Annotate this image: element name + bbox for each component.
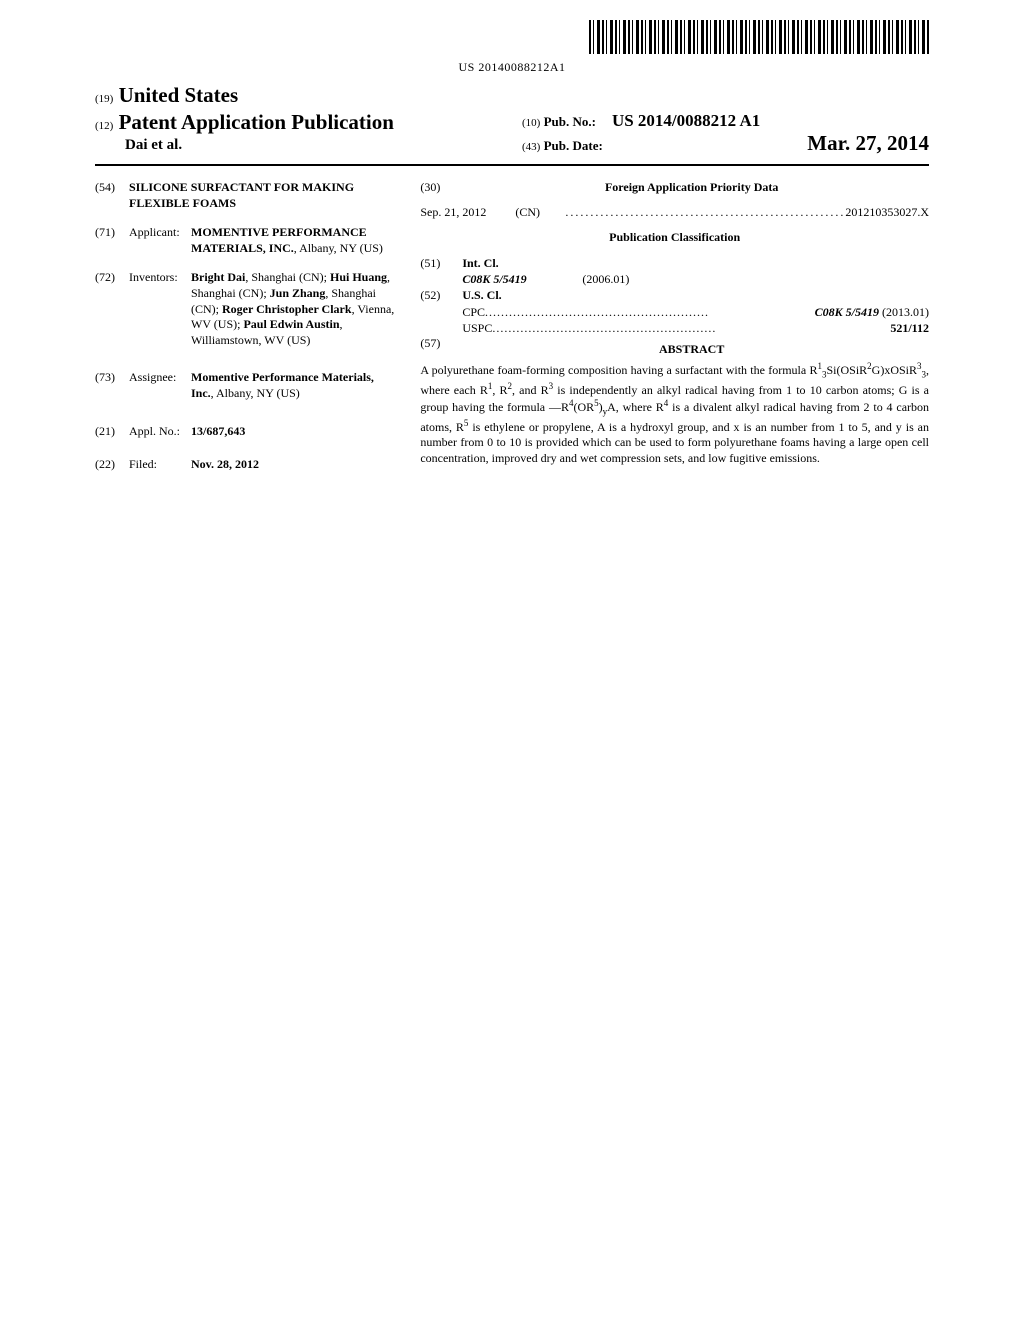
inventors-content: Bright Dai, Shanghai (CN); Hui Huang, Sh… [191,270,396,348]
cpc-label: CPC [462,304,485,320]
cpc-value: C08K 5/5419 [815,304,879,320]
uscl-label: U.S. Cl. [462,287,929,303]
pub-num-line: (10) Pub. No.: US 2014/0088212 A1 [522,111,929,131]
inid-title: (54) [95,180,129,211]
applicant-label: Applicant: [129,225,191,256]
assignee-loc: , Albany, NY (US) [211,386,300,400]
fp-dots: ........................................… [565,205,845,220]
uspc-dots: ........................................… [492,320,890,336]
author-line: Dai et al. [95,137,502,154]
inid-country: (19) [95,93,113,105]
body: (54) SILICONE SURFACTANT FOR MAKING FLEX… [95,180,929,487]
filed-value: Nov. 28, 2012 [191,457,396,473]
inid-pubtype: (12) [95,120,113,132]
inid-applicant: (71) [95,225,129,256]
pubno-value: US 2014/0088212 A1 [612,111,760,131]
header: (19) United States (12) Patent Applicati… [95,83,929,166]
applicant-row: (71) Applicant: MOMENTIVE PERFORMANCE MA… [95,225,396,256]
classification-header: Publication Classification [420,230,929,245]
inid-inventors: (72) [95,270,129,348]
pub-type: Patent Application Publication [119,110,394,134]
assignee-label: Assignee: [129,370,191,401]
foreign-priority-row: Sep. 21, 2012 (CN) .....................… [420,205,929,220]
assignee-row: (73) Assignee: Momentive Performance Mat… [95,370,396,401]
title-text: SILICONE SURFACTANT FOR MAKING FLEXIBLE … [129,180,396,211]
cpc-dots: ........................................… [485,304,815,320]
applicant-content: MOMENTIVE PERFORMANCE MATERIALS, INC., A… [191,225,396,256]
inid-foreign: (30) [420,180,454,205]
inid-pubdate: (43) [522,141,540,153]
applicant-loc: , Albany, NY (US) [294,241,383,255]
pub-date-line: (43) Pub. Date: Mar. 27, 2014 [522,131,929,156]
foreign-header: Foreign Application Priority Data [454,180,929,195]
barcode-block: US 20140088212A1 [95,20,929,75]
filed-label: Filed: [129,457,191,473]
abstract-text: A polyurethane foam-forming composition … [420,361,929,466]
inventors-row: (72) Inventors: Bright Dai, Shanghai (CN… [95,270,396,348]
uscl-row: (52) U.S. Cl. CPC ......................… [420,287,929,336]
col-right: (30) Foreign Application Priority Data S… [420,180,929,487]
fp-number: 201210353027.X [845,205,929,220]
inid-filed: (22) [95,457,129,473]
header-left: (19) United States (12) Patent Applicati… [95,83,502,156]
header-right: (10) Pub. No.: US 2014/0088212 A1 (43) P… [522,83,929,156]
pubno-label: Pub. No.: [544,114,596,130]
inid-uscl: (52) [420,287,454,336]
inventors-label: Inventors: [129,270,191,348]
col-left: (54) SILICONE SURFACTANT FOR MAKING FLEX… [95,180,396,487]
abstract-heading: ABSTRACT [454,342,929,357]
intcl-code: C08K 5/5419 [462,271,582,287]
uspc-label: USPC [462,320,492,336]
inid-applno: (21) [95,424,129,440]
inid-pubno: (10) [522,117,540,129]
barcode-number: US 20140088212A1 [95,60,929,75]
inid-abstract: (57) [420,336,454,361]
country: United States [119,83,239,107]
filed-row: (22) Filed: Nov. 28, 2012 [95,457,396,473]
foreign-priority-block: (30) Foreign Application Priority Data S… [420,180,929,220]
pubdate-label: Pub. Date: [544,138,603,154]
inid-intcl: (51) [420,255,454,287]
intcl-row: (51) Int. Cl. C08K 5/5419 (2006.01) [420,255,929,287]
abstract-header-row: (57) ABSTRACT [420,336,929,361]
barcode-graphic [589,20,929,54]
country-line: (19) United States [95,83,502,108]
pubdate-value: Mar. 27, 2014 [807,131,929,156]
intcl-label: Int. Cl. [462,255,929,271]
cpc-version: (2013.01) [882,304,929,320]
title-row: (54) SILICONE SURFACTANT FOR MAKING FLEX… [95,180,396,211]
inid-assignee: (73) [95,370,129,401]
pub-type-line: (12) Patent Application Publication [95,110,502,135]
intcl-version: (2006.01) [582,271,629,287]
fp-date: Sep. 21, 2012 [420,205,515,220]
applno-value: 13/687,643 [191,424,396,440]
uspc-value: 521/112 [890,320,929,336]
applno-row: (21) Appl. No.: 13/687,643 [95,424,396,440]
fp-country: (CN) [515,205,565,220]
assignee-content: Momentive Performance Materials, Inc., A… [191,370,396,401]
applno-label: Appl. No.: [129,424,191,440]
